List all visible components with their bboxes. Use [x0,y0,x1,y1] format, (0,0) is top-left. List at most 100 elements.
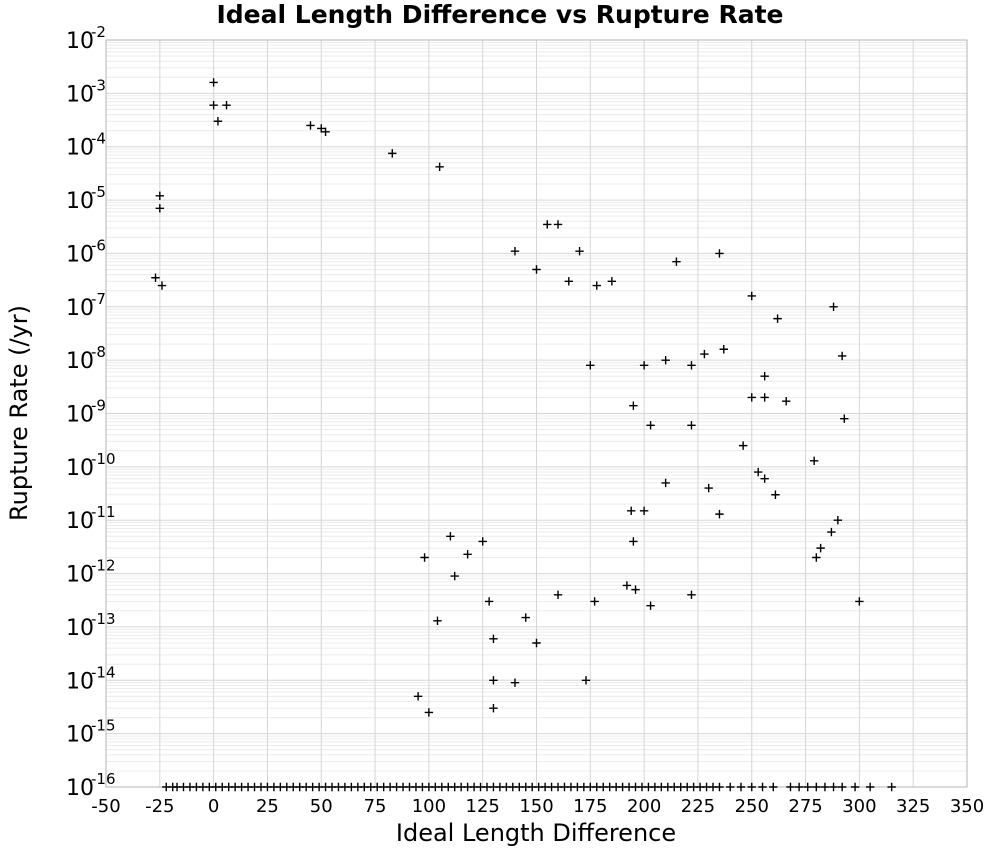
y-tick-base: 10 [66,189,94,214]
data-point [631,585,640,594]
y-tick-exponent: -6 [91,236,106,254]
data-point [586,361,595,370]
y-tick-base: 10 [66,29,94,54]
data-point [213,117,223,126]
data-point [543,220,552,229]
data-point [478,537,487,546]
x-tick-label: 250 [735,796,769,817]
x-tick-label: -50 [91,796,120,817]
x-tick-label: 100 [412,796,446,817]
data-point [812,553,821,562]
data-point [781,397,791,406]
data-points [151,78,896,792]
data-point [833,516,843,525]
data-point [715,782,724,792]
data-point [157,281,167,290]
y-tick-label: 10-14 [66,663,116,694]
y-tick-label: 10-16 [66,770,116,801]
data-point [726,782,735,792]
y-tick-exponent: -11 [91,503,116,521]
data-point [687,361,696,370]
data-point [321,127,330,137]
x-tick-label: 125 [466,796,500,817]
data-point [209,100,218,110]
data-point [700,349,709,359]
data-point [794,782,804,792]
data-point [446,532,455,541]
data-point [420,553,429,562]
y-tick-exponent: -14 [91,663,116,681]
x-tick-label: 0 [208,796,219,817]
data-point [760,372,769,381]
y-tick-base: 10 [66,669,94,694]
data-point [424,708,434,717]
x-tick-label: 300 [842,796,876,817]
x-tick-label: 50 [310,796,333,817]
x-axis-title: Ideal Length Difference [396,819,676,847]
data-point [646,421,655,430]
data-point [627,506,636,516]
data-point [758,782,767,792]
data-point [715,249,724,258]
y-tick-label: 10-11 [66,503,116,534]
data-point [155,204,165,213]
x-tick-label: 175 [573,796,607,817]
data-point [661,478,670,488]
data-point [747,782,756,792]
data-point [155,191,165,201]
data-point [704,483,713,493]
data-point [827,527,836,537]
data-point [809,456,819,465]
y-tick-exponent: -10 [91,450,116,468]
y-axis-ticks: 10-1610-1510-1410-1310-1210-1110-1010-91… [66,23,116,801]
data-point [433,616,442,626]
data-point [450,571,459,581]
data-point [829,302,838,311]
data-point [687,590,696,600]
data-point [812,782,821,792]
y-tick-exponent: -9 [91,397,106,415]
data-point [672,257,681,266]
data-point [510,678,520,687]
data-point [306,121,315,130]
data-point [840,414,849,423]
y-tick-base: 10 [66,136,94,161]
data-point [629,401,638,410]
y-tick-label: 10-3 [66,76,106,107]
x-tick-label: -25 [145,796,174,817]
data-point [786,782,795,792]
data-point [803,782,812,792]
x-tick-label: 75 [364,796,387,817]
data-point [719,345,728,354]
data-point [771,490,780,499]
y-tick-exponent: -3 [91,76,106,94]
y-tick-label: 10-2 [66,23,106,54]
data-point [773,314,782,323]
data-point [816,543,825,553]
data-point [463,550,472,559]
data-point [629,537,638,546]
chart-title: Ideal Length Difference vs Rupture Rate [216,0,783,29]
y-tick-exponent: -15 [91,717,116,735]
y-tick-base: 10 [66,403,94,428]
y-tick-label: 10-13 [66,610,116,641]
x-tick-label: 200 [627,796,661,817]
x-tick-label: 25 [256,796,279,817]
data-point [489,676,498,685]
data-point [222,100,231,110]
y-tick-exponent: -16 [91,770,116,788]
data-point [887,782,896,792]
data-point [687,421,696,430]
data-point [829,782,838,792]
y-tick-base: 10 [66,563,94,588]
data-point [484,597,494,606]
y-tick-base: 10 [66,776,94,801]
y-tick-label: 10-12 [66,557,116,588]
data-point [151,273,160,282]
y-tick-base: 10 [66,723,94,748]
data-point [837,782,847,792]
y-tick-label: 10-5 [66,183,106,214]
y-tick-label: 10-8 [66,343,106,374]
y-tick-base: 10 [66,456,94,481]
